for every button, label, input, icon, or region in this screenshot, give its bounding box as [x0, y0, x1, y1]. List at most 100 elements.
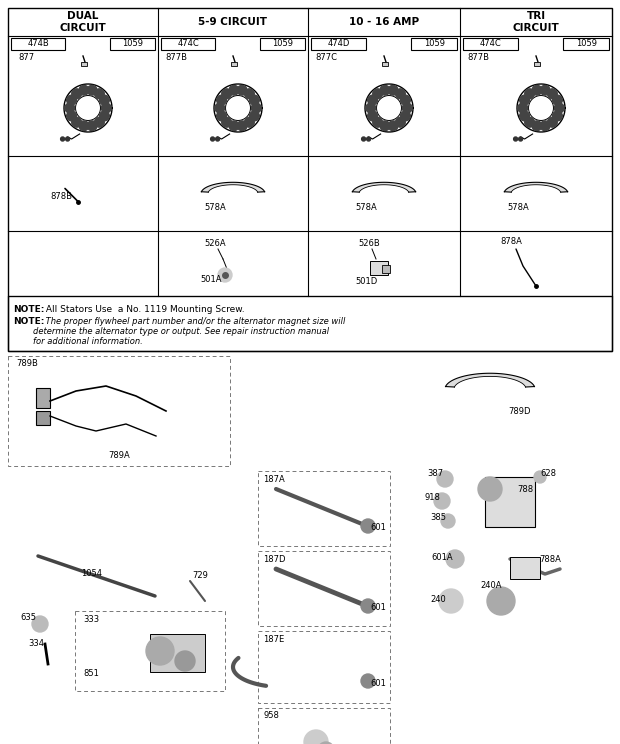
Circle shape	[216, 137, 219, 141]
Bar	[75, 611, 225, 691]
Circle shape	[540, 86, 550, 95]
Circle shape	[244, 89, 254, 99]
Circle shape	[520, 111, 529, 121]
Bar	[260, 38, 305, 50]
Text: 474C: 474C	[177, 39, 199, 48]
Circle shape	[532, 86, 542, 95]
Text: 918: 918	[424, 493, 440, 501]
Bar	[370, 261, 388, 275]
Circle shape	[211, 137, 215, 141]
Text: 578A: 578A	[204, 203, 226, 212]
Circle shape	[478, 477, 502, 501]
Bar	[161, 38, 215, 50]
Circle shape	[100, 95, 109, 105]
Circle shape	[67, 95, 76, 105]
Circle shape	[146, 637, 174, 665]
Text: 877: 877	[18, 53, 34, 62]
Circle shape	[446, 550, 464, 568]
Text: 851: 851	[83, 669, 99, 678]
Circle shape	[216, 111, 226, 121]
Bar	[534, 62, 540, 66]
Text: 187E: 187E	[263, 635, 284, 644]
Text: 5-9 CIRCUIT: 5-9 CIRCUIT	[198, 17, 267, 27]
Circle shape	[65, 103, 74, 113]
Circle shape	[513, 137, 518, 141]
Text: 578A: 578A	[355, 203, 377, 212]
Polygon shape	[446, 373, 534, 387]
Circle shape	[534, 471, 546, 483]
Text: 333: 333	[83, 615, 99, 623]
Circle shape	[251, 103, 261, 113]
Text: All Stators Use  a No. 1119 Mounting Screw.: All Stators Use a No. 1119 Mounting Scre…	[43, 306, 245, 315]
Text: 877B: 877B	[165, 53, 187, 62]
Bar	[463, 38, 518, 50]
Text: DUAL
CIRCUIT: DUAL CIRCUIT	[60, 11, 107, 33]
Bar	[412, 38, 457, 50]
Circle shape	[72, 118, 81, 127]
Circle shape	[61, 137, 64, 141]
Polygon shape	[202, 182, 265, 192]
Circle shape	[222, 118, 231, 127]
Circle shape	[402, 103, 412, 113]
Bar	[258, 631, 390, 703]
Bar	[8, 296, 612, 351]
Text: 1059: 1059	[122, 39, 143, 48]
Bar	[258, 708, 390, 744]
Circle shape	[401, 95, 410, 105]
Circle shape	[518, 103, 528, 113]
Text: 187D: 187D	[263, 554, 285, 563]
Text: 240A: 240A	[480, 580, 502, 589]
Circle shape	[87, 86, 97, 95]
Text: 789D: 789D	[509, 406, 531, 415]
Circle shape	[396, 118, 405, 127]
Polygon shape	[352, 182, 415, 192]
Text: NOTE:: NOTE:	[13, 306, 45, 315]
Circle shape	[361, 137, 366, 141]
Circle shape	[487, 587, 515, 615]
Circle shape	[361, 599, 375, 613]
Circle shape	[304, 730, 328, 744]
Circle shape	[237, 86, 247, 95]
Circle shape	[380, 121, 390, 131]
Circle shape	[520, 95, 529, 105]
Circle shape	[215, 103, 224, 113]
Text: 187A: 187A	[263, 475, 285, 484]
Circle shape	[368, 95, 378, 105]
Text: 635: 635	[20, 614, 36, 623]
Text: 1059: 1059	[272, 39, 293, 48]
Bar	[36, 388, 50, 408]
Bar	[150, 634, 205, 672]
Circle shape	[439, 589, 463, 613]
Circle shape	[216, 95, 226, 105]
Bar	[564, 38, 609, 50]
Circle shape	[32, 616, 48, 632]
Circle shape	[554, 103, 564, 113]
Circle shape	[222, 89, 231, 99]
Circle shape	[540, 121, 550, 131]
Text: 878A: 878A	[500, 237, 522, 246]
Circle shape	[441, 514, 455, 528]
Circle shape	[388, 121, 398, 131]
Bar	[382, 265, 390, 273]
Circle shape	[318, 742, 334, 744]
Text: TRI
CIRCUIT: TRI CIRCUIT	[513, 11, 559, 33]
Circle shape	[100, 111, 109, 121]
Text: 601: 601	[370, 603, 386, 612]
Bar	[8, 8, 612, 351]
Circle shape	[368, 111, 378, 121]
Text: 601: 601	[370, 679, 386, 687]
Circle shape	[237, 121, 247, 131]
Circle shape	[525, 89, 534, 99]
Bar	[510, 557, 540, 579]
Text: 729: 729	[192, 571, 208, 580]
Text: 877B: 877B	[467, 53, 489, 62]
Circle shape	[361, 674, 375, 688]
Circle shape	[175, 651, 195, 671]
Circle shape	[79, 86, 89, 95]
Circle shape	[518, 137, 523, 141]
Circle shape	[532, 121, 542, 131]
Circle shape	[366, 137, 371, 141]
Text: 501A: 501A	[200, 275, 222, 283]
Circle shape	[547, 118, 557, 127]
Text: 878B: 878B	[50, 192, 72, 201]
